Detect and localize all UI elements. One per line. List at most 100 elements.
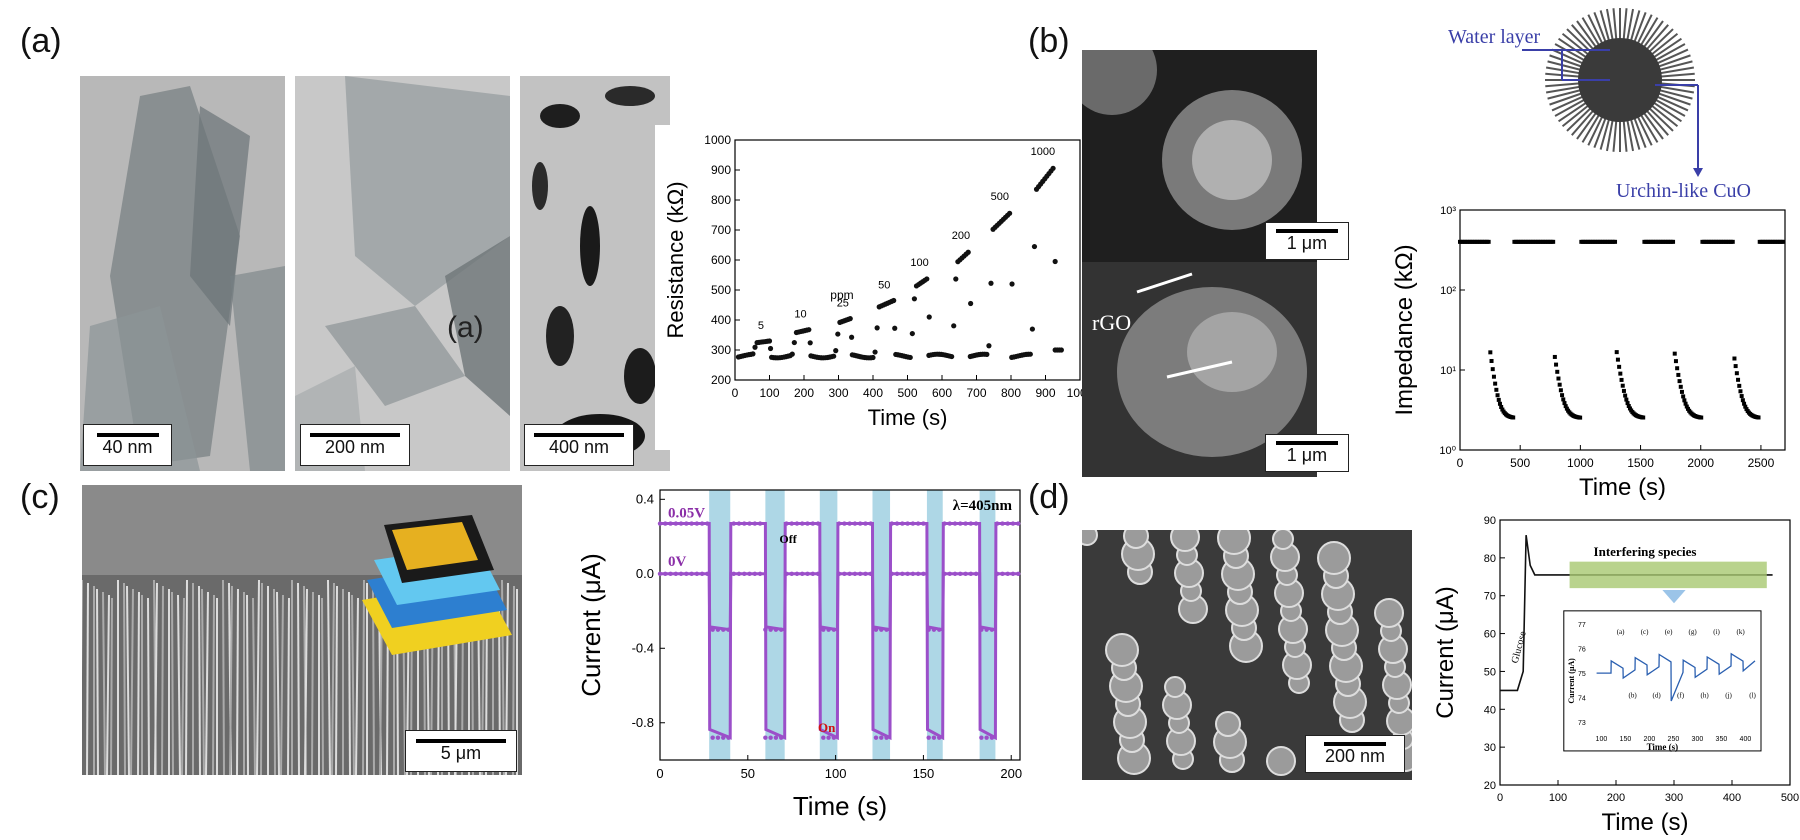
inset-letter-top: (g) [1689, 628, 1698, 636]
data-point [768, 627, 773, 632]
data-point [863, 521, 868, 526]
data-point [684, 521, 689, 526]
y-tick-label: -0.4 [632, 640, 654, 655]
data-point [1560, 393, 1565, 398]
data-point [1016, 571, 1021, 576]
data-point [773, 735, 779, 740]
inset-x-tick: 400 [1740, 736, 1752, 743]
data-point [1558, 388, 1563, 393]
y-tick-label: 10³ [1440, 205, 1456, 217]
data-point [689, 521, 694, 526]
y-tick-label: 70 [1484, 591, 1496, 603]
data-point [1488, 350, 1493, 355]
data-point [821, 627, 826, 632]
data-point [849, 334, 855, 340]
data-point [800, 571, 805, 576]
data-point [894, 571, 900, 576]
y-tick-label: 40 [1484, 704, 1496, 716]
pillar [229, 585, 233, 775]
data-point [937, 627, 942, 632]
light-on-band [926, 490, 943, 760]
scalebar-label: 1 μm [1286, 444, 1328, 465]
data-point [752, 344, 758, 350]
nanotube-scalebar: 200 nm [1305, 735, 1405, 773]
data-point [986, 343, 992, 349]
data-point [979, 735, 984, 740]
light-on-band [872, 490, 891, 760]
on-annotation: On [818, 720, 836, 735]
x-tick-label: 700 [966, 386, 986, 400]
data-point [870, 354, 876, 361]
x-axis-title: Time (s) [1579, 474, 1666, 501]
pillar [276, 591, 280, 775]
data-point [736, 571, 742, 576]
data-point [958, 521, 963, 526]
pillar [137, 591, 140, 775]
pillar [362, 579, 365, 775]
data-point [1676, 372, 1681, 377]
pillar [177, 594, 181, 775]
data-point [807, 340, 813, 346]
data-point [673, 571, 679, 576]
y-tick-label: 400 [711, 313, 731, 327]
sem-image-nanotubes [1082, 530, 1412, 780]
data-point [1494, 387, 1499, 392]
x-axis-title: Time (s) [1601, 809, 1688, 836]
data-point [1016, 521, 1021, 526]
x-axis-title: Time (s) [793, 791, 887, 821]
inset-letter-bottom: (j) [1725, 692, 1732, 700]
data-point [699, 571, 705, 576]
pulse-label: 5 [758, 320, 764, 332]
data-point [742, 521, 747, 526]
data-point [1738, 389, 1743, 394]
data-point [989, 735, 995, 740]
data-point [678, 571, 684, 576]
data-point [731, 571, 736, 576]
inset-x-title: Time (s) [1647, 742, 1679, 752]
data-point [915, 521, 921, 526]
data-point [1620, 383, 1625, 388]
pillar [106, 594, 110, 775]
data-point [1781, 239, 1786, 244]
tem-image-2: (a) [295, 76, 510, 471]
pulse-label: 10 [794, 309, 806, 321]
y-tick-label: 1000 [704, 133, 731, 147]
data-point [721, 735, 726, 740]
data-point [1625, 401, 1630, 406]
pillar [185, 579, 188, 775]
x-tick-label: 900 [1035, 386, 1055, 400]
nanotube [1082, 530, 1098, 546]
data-point [889, 571, 895, 576]
scalebar-label: 5 μm [440, 742, 482, 763]
data-point [988, 280, 994, 286]
pillar [331, 582, 335, 775]
data-point [989, 627, 995, 632]
data-point [1010, 571, 1016, 576]
data-point [705, 571, 710, 576]
nanotube [1266, 746, 1296, 776]
x-tick-label: 0 [1457, 456, 1464, 470]
nanotube [1317, 541, 1351, 575]
pulse-label: 25 [837, 298, 849, 310]
tem-image-1 [80, 76, 285, 471]
data-point [937, 735, 942, 740]
series-label: 0V [668, 554, 687, 570]
pillar [201, 588, 205, 775]
tem-image-3 [520, 76, 670, 471]
data-point [1627, 406, 1632, 411]
data-point [657, 571, 663, 576]
urchin-cuo-label: Urchin-like CuO [1616, 180, 1751, 202]
data-point [1010, 521, 1016, 526]
data-point [1673, 359, 1678, 364]
x-tick-label: 200 [794, 386, 814, 400]
inset-x-tick: 150 [1620, 736, 1632, 743]
inset-y-tick: 74 [1578, 696, 1586, 703]
data-point [951, 323, 957, 329]
photocurrent-chart: 0 50 100 150 200 0.4 0.0 -0.4 -0.8 Time (s) Curren… [555, 480, 1030, 835]
scalebar-label: 40 nm [102, 436, 153, 457]
data-point [784, 521, 789, 526]
data-point [973, 571, 979, 576]
data-point [1671, 239, 1676, 244]
pillar [102, 591, 106, 775]
pulse-label: 1000 [1031, 146, 1055, 158]
